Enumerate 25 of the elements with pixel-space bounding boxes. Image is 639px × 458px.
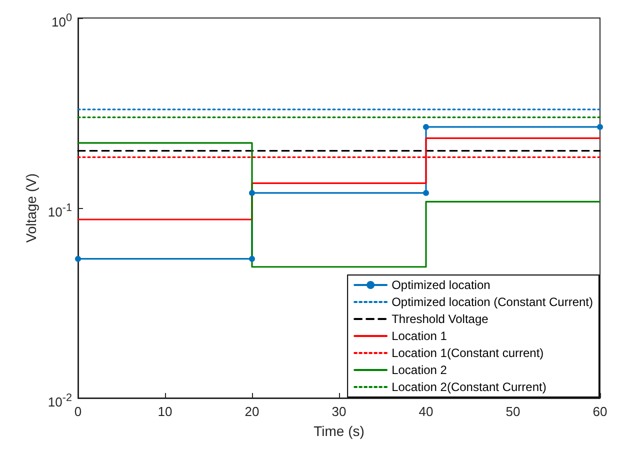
y-axis-title: Voltage (V) — [23, 173, 39, 243]
point — [75, 256, 81, 262]
y-tick-label: 10$^{0}$ — [52, 11, 72, 32]
y-tick-label: 10$^{-1}$ — [48, 201, 72, 222]
legend-label: Location 2(Constant Current) — [392, 380, 546, 394]
legend-label: Location 1(Constant current) — [392, 346, 544, 360]
point — [249, 256, 255, 262]
legend-label: Optimized location (Constant Current) — [392, 295, 594, 309]
x-tick-label: 50 — [504, 404, 522, 420]
legend-label: Threshold Voltage — [392, 312, 489, 326]
x-axis-title: Time (s) — [314, 423, 364, 439]
legend-label: Optimized location — [392, 278, 490, 292]
x-tick-label: 20 — [244, 404, 260, 420]
point — [597, 124, 603, 130]
point — [423, 124, 429, 130]
point — [249, 190, 255, 196]
x-tick-label: 40 — [418, 404, 434, 420]
y-tick-label: 10$^{-2}$ — [48, 391, 72, 412]
x-tick-label: 0 — [74, 404, 82, 419]
point — [423, 190, 429, 196]
x-tick-label: 30 — [330, 404, 348, 420]
x-tick-label: 60 — [592, 404, 608, 420]
legend-label: Location 2 — [392, 363, 448, 377]
legend-label: Location 1 — [392, 329, 448, 343]
x-tick-label: 10 — [156, 404, 174, 420]
